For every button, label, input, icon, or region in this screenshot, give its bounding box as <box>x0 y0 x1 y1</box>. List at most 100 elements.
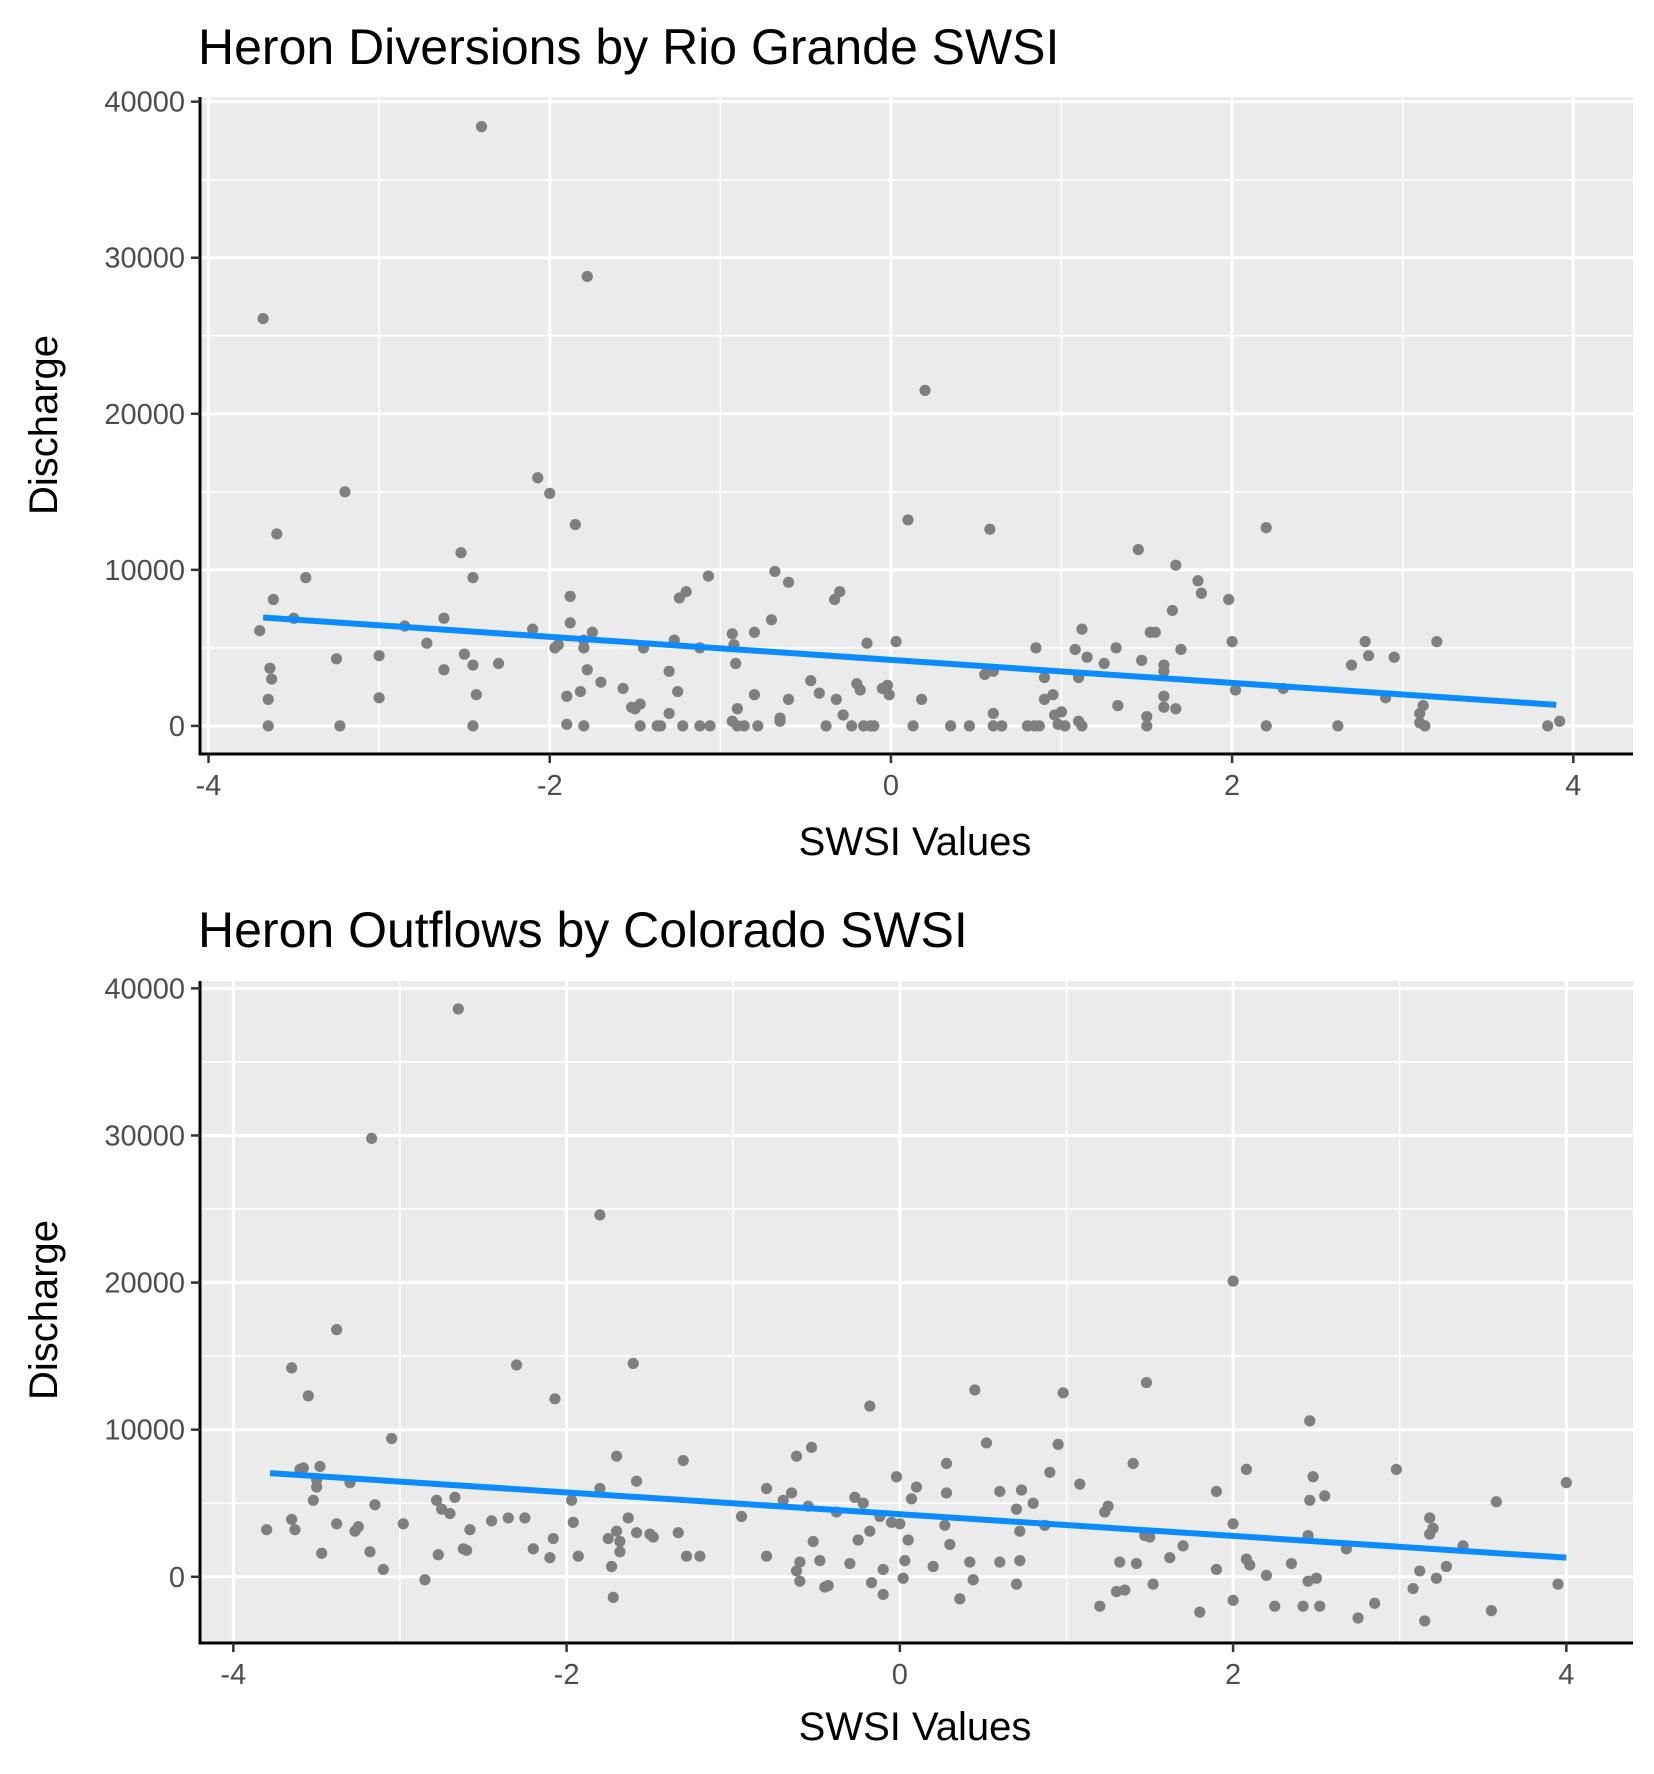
data-point <box>994 1485 1006 1498</box>
data-point <box>257 313 269 325</box>
data-point <box>1417 700 1429 712</box>
data-point <box>1285 1557 1298 1570</box>
data-point <box>790 1565 803 1577</box>
data-point <box>544 1552 556 1564</box>
data-point <box>297 1462 309 1474</box>
data-point <box>630 1475 643 1487</box>
data-point <box>331 1324 343 1336</box>
axes <box>191 981 1633 1652</box>
data-point <box>369 1499 381 1511</box>
data-point <box>1440 1560 1452 1573</box>
y-tick-label: 20000 <box>104 1268 185 1300</box>
data-point <box>1419 1615 1431 1627</box>
data-point <box>1044 1466 1056 1478</box>
data-point <box>837 709 849 721</box>
data-point <box>752 720 764 732</box>
data-point <box>1140 1377 1153 1389</box>
data-point <box>902 1534 914 1546</box>
data-point <box>910 1481 923 1493</box>
data-point <box>286 1513 298 1526</box>
data-point <box>578 642 590 654</box>
data-point <box>262 693 274 705</box>
data-point <box>994 1556 1006 1568</box>
data-point <box>467 720 479 732</box>
data-point <box>627 1357 639 1370</box>
data-point <box>532 472 544 484</box>
data-point <box>339 486 351 498</box>
data-point <box>954 1593 966 1605</box>
data-point <box>564 590 576 602</box>
data-point <box>1390 1463 1402 1476</box>
data-point <box>302 1390 314 1402</box>
data-point <box>610 1525 623 1537</box>
data-point <box>1229 684 1242 696</box>
data-point <box>610 1450 623 1462</box>
data-point <box>905 1493 918 1505</box>
data-point <box>704 720 716 732</box>
data-point <box>984 523 996 535</box>
data-point <box>254 625 266 637</box>
data-point <box>790 1450 803 1462</box>
data-point <box>1059 720 1071 732</box>
data-point <box>1407 1582 1419 1595</box>
data-point <box>567 1516 579 1528</box>
data-point <box>748 626 761 638</box>
data-point <box>782 693 795 705</box>
data-point <box>1127 1457 1139 1470</box>
x-tick-label: 4 <box>1565 770 1581 802</box>
data-point <box>1170 559 1182 571</box>
data-point <box>1388 651 1400 663</box>
data-point <box>735 1510 748 1523</box>
data-point <box>334 720 346 732</box>
x-tick-labels: -4 -2 0 2 4 <box>220 1659 1574 1691</box>
y-tick-label: 0 <box>169 711 185 743</box>
data-point <box>919 384 931 396</box>
data-point <box>861 637 873 649</box>
data-point <box>547 1532 559 1545</box>
data-point <box>467 572 479 584</box>
data-point <box>916 693 928 705</box>
data-point <box>805 1441 818 1453</box>
data-point <box>940 1457 953 1470</box>
data-point <box>271 528 283 540</box>
data-point <box>980 1437 993 1449</box>
data-point <box>1424 1512 1436 1524</box>
data-point <box>377 1563 389 1576</box>
data-point <box>897 1572 909 1584</box>
data-point <box>330 653 343 665</box>
data-point <box>1226 636 1238 648</box>
data-point <box>1149 626 1161 638</box>
data-point <box>765 614 778 626</box>
y-axis-label: Discharge <box>22 335 66 515</box>
data-point <box>760 1482 773 1495</box>
data-point <box>794 1575 806 1587</box>
chart-title: Heron Outflows by Colorado SWSI <box>198 902 968 958</box>
data-point <box>945 720 957 732</box>
data-point <box>883 689 895 701</box>
data-point <box>890 1471 903 1483</box>
data-point <box>307 1494 319 1506</box>
data-point <box>1170 703 1182 715</box>
data-point <box>899 1555 911 1567</box>
data-point <box>475 121 488 133</box>
data-point <box>1414 1565 1426 1577</box>
data-point <box>607 1591 619 1603</box>
data-point <box>614 1535 626 1548</box>
data-point <box>857 1497 869 1509</box>
panel-bottom: Heron Outflows by Colorado SWSI -4 -2 0 2 4 … <box>22 902 1633 1749</box>
data-point <box>564 617 576 629</box>
data-point <box>672 685 684 698</box>
data-point <box>432 1549 444 1561</box>
y-tick-label: 0 <box>169 1562 185 1594</box>
data-point <box>877 1563 889 1576</box>
data-point <box>865 1577 878 1589</box>
chart-title: Heron Diversions by Rio Grande SWSI <box>198 19 1059 75</box>
data-point <box>1038 671 1051 684</box>
data-point <box>894 1518 906 1530</box>
data-point <box>1141 710 1153 723</box>
data-point <box>969 1384 981 1396</box>
data-point <box>1166 604 1178 617</box>
data-point <box>726 628 738 640</box>
data-point <box>1177 1540 1189 1552</box>
